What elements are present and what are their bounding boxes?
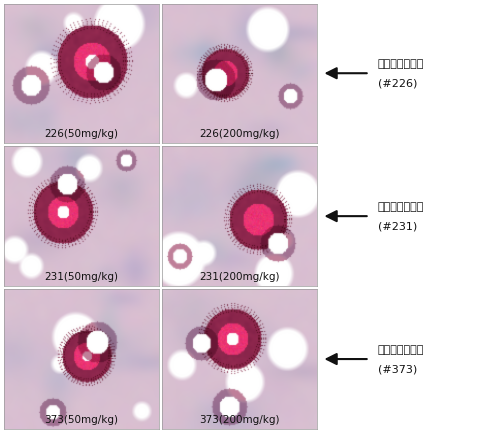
Text: 231(200mg/kg): 231(200mg/kg) [199,272,280,282]
Text: 226(200mg/kg): 226(200mg/kg) [199,129,280,139]
Text: 373(50mg/kg): 373(50mg/kg) [45,415,119,425]
Text: (#373): (#373) [378,365,417,375]
Text: 373(200mg/kg): 373(200mg/kg) [199,415,280,425]
Text: 더덕발효추출물: 더덕발효추출물 [378,345,424,355]
Text: (#231): (#231) [378,222,417,232]
Text: 더덕발효추출물: 더덕발효추출물 [378,202,424,213]
Text: 231(50mg/kg): 231(50mg/kg) [45,272,119,282]
Text: 더덕발효추출물: 더덕발효추출물 [378,60,424,69]
Text: 226(50mg/kg): 226(50mg/kg) [45,129,119,139]
Text: (#226): (#226) [378,79,417,89]
